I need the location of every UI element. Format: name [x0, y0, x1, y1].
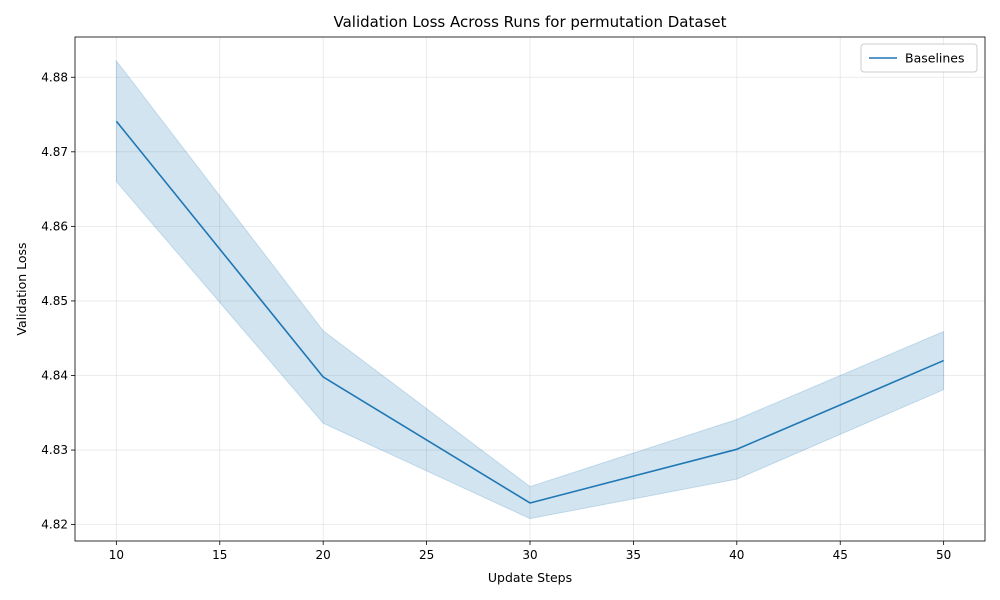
x-tick-label: 15 — [212, 548, 227, 562]
x-tick-label: 25 — [419, 548, 434, 562]
grid — [75, 37, 985, 541]
y-tick-label: 4.83 — [41, 443, 68, 457]
legend-box — [860, 43, 978, 73]
y-tick-label: 4.84 — [41, 368, 68, 382]
x-tick-label: 35 — [626, 548, 641, 562]
y-tick-label: 4.87 — [41, 145, 68, 159]
x-tick-label: 50 — [936, 548, 951, 562]
x-tick-label: 45 — [833, 548, 848, 562]
y-tick-label: 4.85 — [41, 294, 68, 308]
x-tick-label: 30 — [522, 548, 537, 562]
legend: Baselines — [860, 43, 978, 73]
confidence-band — [115, 59, 945, 520]
x-axis-label: Update Steps — [488, 570, 572, 585]
legend-label: Baselines — [905, 51, 965, 66]
confidence-bands — [115, 59, 945, 520]
x-axis-ticks: 10 15 20 25 30 35 40 45 50 — [109, 541, 951, 562]
x-tick-label: 40 — [729, 548, 744, 562]
x-tick-label: 10 — [109, 548, 124, 562]
x-tick-label: 20 — [316, 548, 331, 562]
y-tick-label: 4.86 — [41, 219, 68, 233]
chart-title: Validation Loss Across Runs for permutat… — [334, 13, 727, 31]
y-tick-label: 4.88 — [41, 70, 68, 84]
series-line — [115, 120, 944, 504]
y-axis-label: Validation Loss — [14, 242, 29, 335]
y-tick-label: 4.82 — [41, 518, 68, 532]
series-lines — [115, 120, 944, 504]
y-axis-ticks: 4.82 4.83 4.84 4.85 4.86 4.87 4.88 — [41, 70, 75, 532]
